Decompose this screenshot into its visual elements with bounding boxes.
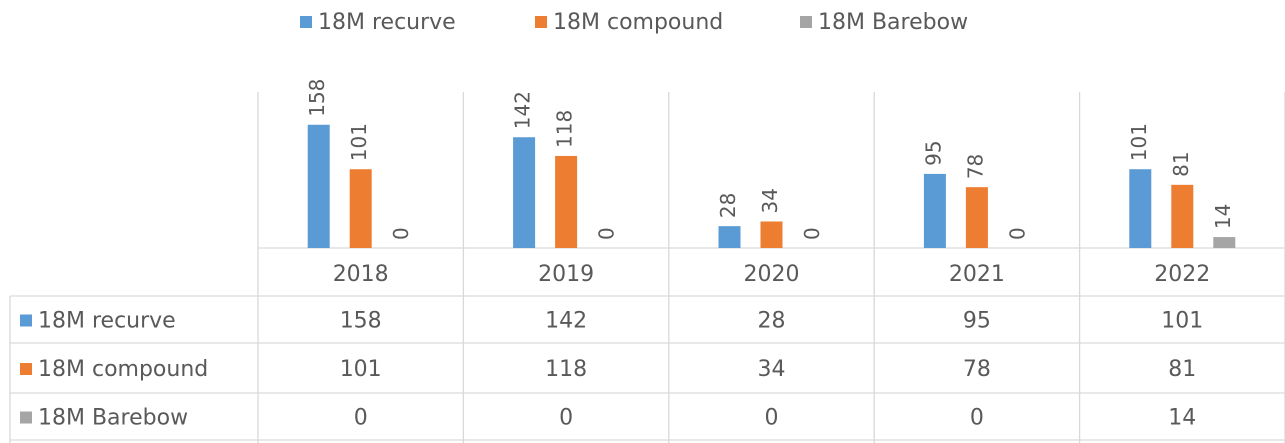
data-label: 0 — [800, 227, 824, 240]
x-tick-label: 2021 — [949, 262, 1005, 287]
table-value: 142 — [545, 309, 587, 334]
table-value: 101 — [340, 357, 382, 382]
data-label: 0 — [595, 227, 619, 240]
table-value: 118 — [545, 357, 587, 382]
bar — [349, 169, 372, 248]
x-tick-label: 2019 — [538, 262, 594, 287]
data-label: 118 — [553, 110, 577, 148]
legend-label: 18M recurve — [318, 10, 456, 35]
bar — [718, 226, 741, 248]
legend-label: 18M Barebow — [818, 10, 968, 35]
table-value: 0 — [559, 406, 573, 431]
bar — [1129, 169, 1152, 248]
legend-swatch — [535, 16, 547, 28]
x-tick-label: 2020 — [744, 262, 800, 287]
table-row-label: 18M compound — [38, 357, 208, 382]
table-value: 81 — [1168, 357, 1196, 382]
bar — [1171, 184, 1194, 248]
data-label: 0 — [1005, 227, 1029, 240]
x-tick-label: 2018 — [333, 262, 389, 287]
data-label: 78 — [963, 154, 987, 179]
table-value: 0 — [970, 406, 984, 431]
legend-swatch — [800, 16, 812, 28]
legend-swatch — [300, 16, 312, 28]
table-value: 101 — [1161, 309, 1203, 334]
table-value: 78 — [963, 357, 991, 382]
data-label: 81 — [1169, 151, 1193, 176]
table-legend-key — [20, 363, 32, 375]
bar — [923, 173, 946, 248]
bar — [555, 155, 578, 248]
table-row-label: 18M recurve — [38, 309, 176, 334]
table-legend-key — [20, 411, 32, 424]
data-label: 101 — [347, 123, 371, 161]
table-value: 0 — [354, 406, 368, 431]
data-label: 14 — [1211, 204, 1235, 229]
data-label: 142 — [511, 91, 535, 129]
bar — [513, 137, 536, 248]
legend-label: 18M compound — [553, 10, 723, 35]
table-value: 95 — [963, 309, 991, 334]
table-value: 158 — [340, 309, 382, 334]
table-value: 0 — [765, 406, 779, 431]
table-row-label: 18M Barebow — [38, 406, 188, 431]
bar — [1213, 237, 1236, 248]
table-value: 28 — [758, 309, 786, 334]
x-tick-label: 2022 — [1154, 262, 1210, 287]
data-label: 101 — [1127, 123, 1151, 161]
table-value: 34 — [758, 357, 786, 382]
data-label: 95 — [921, 140, 945, 165]
data-label: 28 — [716, 193, 740, 218]
data-label: 158 — [305, 79, 329, 117]
bar — [760, 221, 783, 248]
bar — [965, 187, 988, 248]
data-label: 0 — [389, 227, 413, 240]
table-legend-key — [20, 314, 32, 327]
data-label: 34 — [758, 188, 782, 213]
table-value: 14 — [1168, 406, 1196, 431]
bar — [307, 124, 330, 248]
